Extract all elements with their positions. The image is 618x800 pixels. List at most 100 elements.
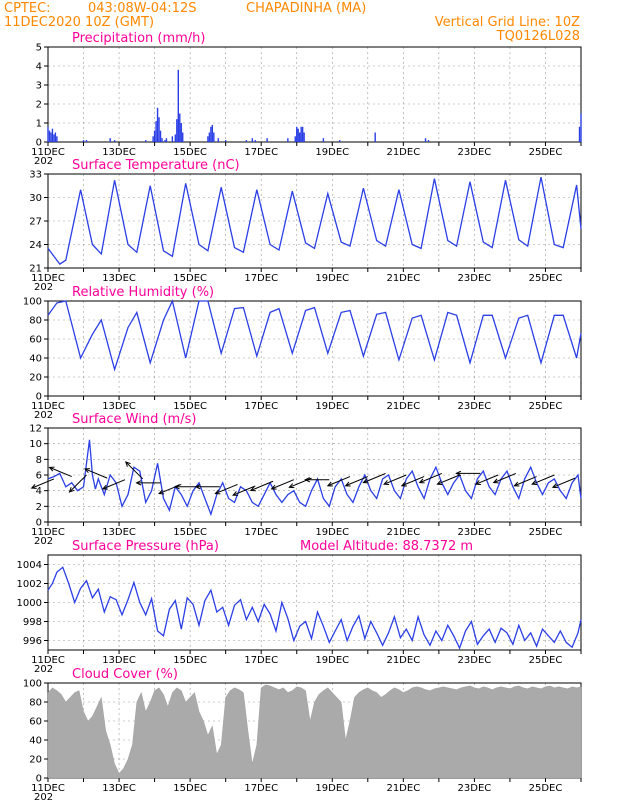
humidity-title: Relative Humidity (%) bbox=[72, 285, 214, 300]
temperature-xtick-label: 13DEC bbox=[102, 273, 136, 284]
wind-arrow-shaft bbox=[552, 477, 576, 488]
precip-bar bbox=[171, 136, 174, 142]
wind-arrow-shaft bbox=[31, 478, 55, 489]
precip-bar bbox=[174, 134, 177, 142]
precip-bar bbox=[254, 140, 256, 142]
precip-bar bbox=[245, 140, 248, 142]
wind-arrow-shaft bbox=[327, 476, 351, 487]
cloud-title: Cloud Cover (%) bbox=[72, 667, 178, 682]
wind-arrow-shaft bbox=[125, 461, 144, 480]
precip-xtick-label: 19DEC bbox=[315, 147, 349, 158]
temperature-xtick-label: 23DEC bbox=[458, 273, 492, 284]
wind-arrow-head bbox=[551, 483, 558, 489]
pressure-xtick-label: 19DEC bbox=[315, 655, 349, 666]
wind-arrow-shaft bbox=[514, 476, 537, 487]
wind-arrow-head bbox=[492, 478, 499, 484]
precip-bar bbox=[298, 132, 301, 142]
pressure-ytick-label: 1002 bbox=[17, 579, 42, 590]
precip-bar bbox=[294, 136, 296, 142]
header-coordinates: 043:08W-04:12S bbox=[88, 1, 196, 16]
pressure-ytick-label: 998 bbox=[23, 617, 42, 628]
temperature-ytick-label: 27 bbox=[29, 217, 42, 228]
cloud-xtick-label: 19DEC bbox=[315, 783, 349, 794]
pressure-panel: 996 998 1000 1002 1004 11DEC 13DEC 15DEC 17DEC 19… bbox=[17, 554, 582, 675]
precip-bar bbox=[338, 140, 341, 142]
wind-arrow-head bbox=[270, 484, 277, 490]
precip-bar bbox=[424, 138, 427, 142]
temperature-frame bbox=[47, 173, 582, 269]
precip-bar bbox=[301, 126, 304, 142]
wind-arrow-shaft bbox=[475, 474, 499, 485]
wind-xtick-label: 17DEC bbox=[244, 527, 278, 538]
pressure-xtick-label: 17DEC bbox=[244, 655, 278, 666]
pressure-xtick-label: 23DEC bbox=[458, 655, 492, 666]
temperature-xtick-label: 25DEC bbox=[529, 273, 563, 284]
cloud-xtick-label: 11DEC bbox=[31, 783, 65, 794]
wind-xtick-label: 15DEC bbox=[173, 527, 207, 538]
humidity-xtick-label: 15DEC bbox=[173, 401, 207, 412]
wind-arrow-shaft bbox=[531, 474, 555, 485]
precip-bar bbox=[165, 138, 168, 142]
pressure-xtick-label: 21DEC bbox=[386, 655, 420, 666]
precip-bar bbox=[164, 140, 166, 142]
pressure-xtick-label: 25DEC bbox=[529, 655, 563, 666]
header-model-code: TQ0126L028 bbox=[496, 29, 580, 44]
precip-year-label: 202 bbox=[34, 156, 53, 167]
wind-arrow-shaft bbox=[84, 468, 108, 479]
humidity-series-line bbox=[47, 299, 582, 372]
temperature-year-label: 202 bbox=[34, 282, 53, 293]
wind-arrow-shaft bbox=[49, 466, 72, 478]
precip-ytick-label: 0 bbox=[36, 138, 42, 149]
precip-bar bbox=[303, 132, 305, 142]
humidity-xtick-label: 19DEC bbox=[315, 401, 349, 412]
temperature-series-line bbox=[47, 176, 582, 265]
wind-xtick-label: 25DEC bbox=[529, 527, 563, 538]
cloud-cover-area bbox=[47, 684, 582, 779]
wind-ytick-label: 10 bbox=[29, 439, 42, 450]
precip-bar bbox=[296, 126, 298, 142]
temperature-title: Surface Temperature (nC) bbox=[72, 158, 240, 173]
precip-bar bbox=[266, 138, 268, 142]
precip-bar bbox=[177, 69, 179, 142]
humidity-ytick-label: 60 bbox=[29, 335, 42, 346]
cloud-ytick-label: 0 bbox=[36, 774, 42, 785]
precip-bar bbox=[211, 124, 214, 142]
wind-arrow-head bbox=[288, 483, 295, 489]
wind-arrow-head bbox=[124, 461, 131, 467]
precipitation-panel: 0 1 2 3 4 5 11DEC 13DEC 15DEC 17DEC 19DEC 21DEC 23DE… bbox=[31, 43, 582, 167]
humidity-ytick-label: 0 bbox=[36, 392, 42, 403]
precip-bar bbox=[53, 134, 55, 142]
humidity-panel: 0 20 40 60 80 100 11DEC 13DEC 15DEC 17DEC 19DEC 21D… bbox=[23, 297, 582, 421]
cloud-xtick-label: 23DEC bbox=[458, 783, 492, 794]
wind-panel: 0 2 4 6 8 10 12 11DEC 13DEC 15DEC 17DEC 19DEC 21DEC 2… bbox=[29, 424, 582, 547]
temperature-xtick-label: 17DEC bbox=[244, 273, 278, 284]
cloud-xtick-label: 17DEC bbox=[244, 783, 278, 794]
header-source: CPTEC: bbox=[4, 1, 51, 16]
pressure-frame bbox=[47, 554, 582, 651]
temperature-ytick-label: 30 bbox=[29, 193, 42, 204]
wind-arrow-head bbox=[362, 478, 369, 484]
wind-ytick-label: 4 bbox=[36, 486, 42, 497]
temperature-xtick-label: 21DEC bbox=[386, 273, 420, 284]
wind-arrow-head bbox=[232, 491, 239, 496]
precip-bar bbox=[180, 123, 182, 142]
precip-title: Precipitation (mm/h) bbox=[72, 31, 205, 46]
precip-bar bbox=[51, 128, 54, 142]
humidity-xtick-label: 17DEC bbox=[244, 401, 278, 412]
humidity-xtick-label: 21DEC bbox=[386, 401, 420, 412]
temperature-ytick-label: 21 bbox=[29, 264, 42, 275]
wind-xtick-label: 19DEC bbox=[315, 527, 349, 538]
wind-arrow-head bbox=[83, 468, 91, 474]
precip-bar bbox=[176, 119, 178, 142]
precip-bar bbox=[207, 136, 209, 142]
cloud-ytick-label: 80 bbox=[29, 698, 42, 709]
wind-ytick-label: 8 bbox=[36, 455, 42, 466]
wind-ytick-label: 2 bbox=[36, 502, 42, 513]
precip-bar bbox=[161, 138, 163, 142]
wind-arrow-shaft bbox=[271, 479, 294, 490]
pressure-ytick-label: 1000 bbox=[17, 598, 42, 609]
wind-year-label: 202 bbox=[34, 536, 53, 547]
wind-arrow-head bbox=[135, 480, 142, 486]
wind-arrow-shaft bbox=[437, 474, 460, 485]
